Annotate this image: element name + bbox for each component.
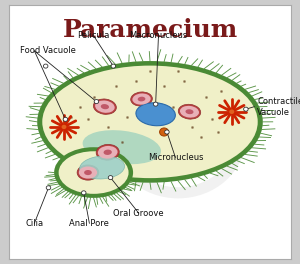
- Ellipse shape: [185, 109, 194, 114]
- Text: Macronucleus: Macronucleus: [129, 31, 188, 40]
- Circle shape: [61, 125, 66, 129]
- Ellipse shape: [178, 104, 201, 119]
- Text: Contractile
Vacuole: Contractile Vacuole: [257, 97, 300, 117]
- Ellipse shape: [80, 156, 124, 179]
- Ellipse shape: [96, 144, 119, 160]
- Text: Pelicula: Pelicula: [77, 31, 110, 40]
- Ellipse shape: [84, 170, 92, 175]
- Text: Micronucleus: Micronucleus: [148, 153, 203, 162]
- Ellipse shape: [82, 130, 161, 164]
- Ellipse shape: [138, 97, 146, 101]
- Ellipse shape: [93, 99, 116, 114]
- Circle shape: [108, 176, 113, 180]
- Ellipse shape: [101, 104, 109, 109]
- Circle shape: [44, 64, 48, 68]
- Ellipse shape: [54, 147, 133, 198]
- Ellipse shape: [180, 106, 199, 118]
- Ellipse shape: [77, 165, 99, 180]
- Ellipse shape: [37, 61, 263, 183]
- Ellipse shape: [103, 150, 112, 155]
- Circle shape: [244, 107, 248, 111]
- Text: Cilia: Cilia: [25, 219, 44, 228]
- Circle shape: [229, 110, 234, 114]
- Ellipse shape: [131, 92, 152, 106]
- Text: Food Vacuole: Food Vacuole: [20, 46, 76, 55]
- Text: Oral Groove: Oral Groove: [113, 209, 164, 218]
- Circle shape: [153, 102, 158, 106]
- Ellipse shape: [98, 146, 118, 159]
- Circle shape: [165, 130, 169, 134]
- Ellipse shape: [79, 167, 97, 179]
- Ellipse shape: [132, 93, 151, 105]
- Ellipse shape: [42, 65, 258, 178]
- Circle shape: [111, 64, 116, 68]
- Ellipse shape: [136, 103, 175, 126]
- Circle shape: [160, 128, 169, 136]
- Text: Anal Pore: Anal Pore: [69, 219, 109, 228]
- Ellipse shape: [58, 151, 129, 194]
- Text: Paramecium: Paramecium: [62, 18, 238, 42]
- Circle shape: [94, 100, 99, 103]
- Ellipse shape: [95, 101, 115, 113]
- Circle shape: [63, 117, 68, 121]
- Circle shape: [46, 186, 51, 190]
- Circle shape: [82, 191, 86, 195]
